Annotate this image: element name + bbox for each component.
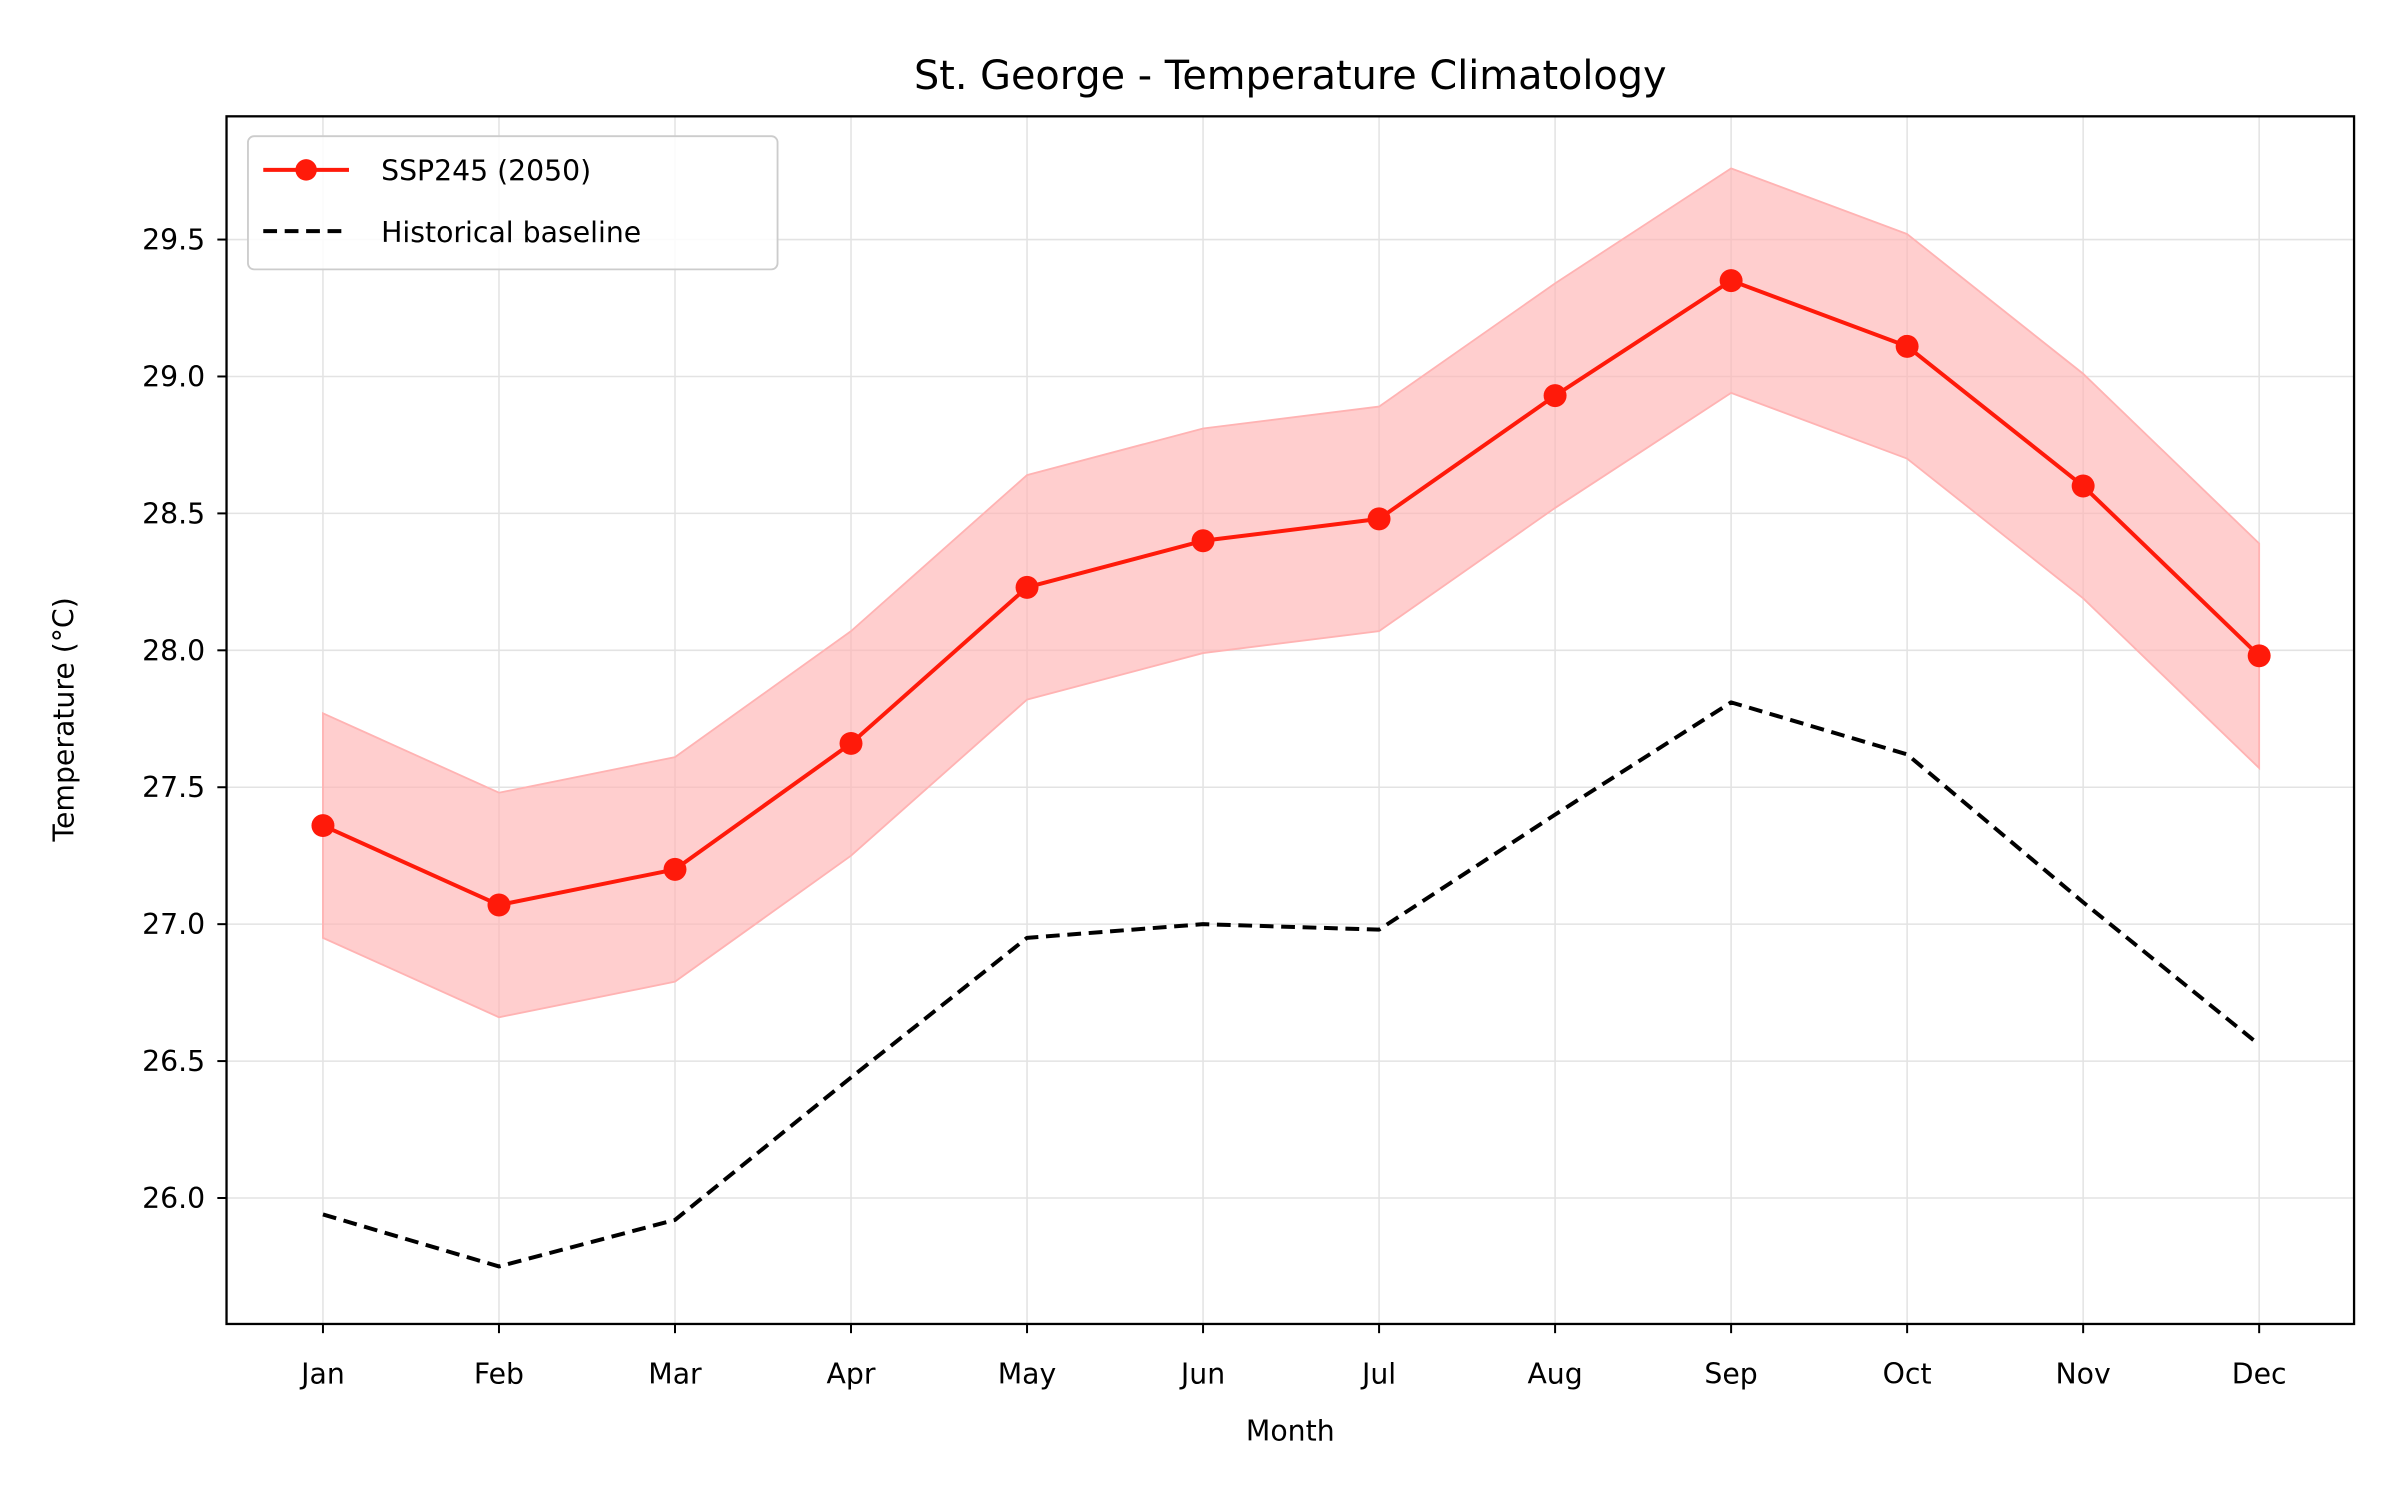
ssp245-point [1015, 575, 1039, 599]
plot-frame [225, 115, 2356, 1326]
series-markers [311, 269, 2271, 917]
legend-label-ssp245: SSP245 (2050) [381, 155, 591, 188]
legend: SSP245 (2050) Historical baseline [247, 135, 779, 271]
ssp245-point [487, 893, 511, 917]
ssp245-line [322, 278, 2261, 907]
x-tick-label: Mar [648, 1358, 702, 1391]
ssp245-point [311, 814, 335, 838]
ssp245-point [1543, 384, 1567, 408]
legend-marker-ssp245 [295, 159, 317, 181]
y-tick-label: 29.5 [142, 224, 205, 257]
ssp245-point [1895, 334, 1919, 358]
y-tick-label: 28.0 [142, 634, 205, 667]
y-tick-label: 28.5 [142, 497, 205, 530]
ssp245-point [2247, 644, 2271, 668]
ssp245-point [1367, 507, 1391, 531]
x-tick-label: Jun [1179, 1358, 1225, 1391]
y-axis-label: Temperature (°C) [47, 597, 80, 842]
x-tick-label: Feb [474, 1358, 524, 1391]
y-tick-label: 27.5 [142, 771, 205, 804]
y-tick-label: 27.0 [142, 908, 205, 941]
ssp245-point [2071, 474, 2095, 498]
y-axis-ticks: 26.0 26.5 27.0 27.5 28.0 28.5 29.0 29.5 [142, 224, 227, 1215]
x-tick-label: Oct [1883, 1358, 1932, 1391]
x-axis-ticks: Jan Feb Mar Apr May Jun Jul Aug Sep Oct Nov Dec [299, 1323, 2287, 1391]
x-tick-label: Sep [1704, 1358, 1757, 1391]
ssp245-point [663, 857, 687, 881]
legend-box [247, 135, 779, 271]
x-tick-label: Dec [2232, 1358, 2287, 1391]
series-lines [322, 278, 2261, 1269]
x-tick-label: Aug [1527, 1358, 1582, 1391]
x-tick-label: May [998, 1358, 1057, 1391]
legend-label-historical: Historical baseline [381, 216, 641, 249]
x-tick-label: Nov [2056, 1358, 2111, 1391]
chart-title: St. George - Temperature Climatology [914, 53, 1667, 99]
ssp245-point [1191, 529, 1215, 553]
ssp245-point [839, 731, 863, 755]
x-tick-label: Apr [827, 1358, 876, 1391]
x-tick-label: Jul [1360, 1358, 1396, 1391]
ssp245-point [1719, 269, 1743, 293]
historical-baseline-line [322, 700, 2261, 1269]
confidence-bands [322, 167, 2261, 1019]
y-tick-label: 29.0 [142, 360, 205, 393]
x-tick-label: Jan [299, 1358, 345, 1391]
y-tick-label: 26.5 [142, 1045, 205, 1078]
confidence-band [322, 167, 2261, 1019]
x-axis-label: Month [1246, 1414, 1335, 1447]
y-tick-label: 26.0 [142, 1182, 205, 1215]
